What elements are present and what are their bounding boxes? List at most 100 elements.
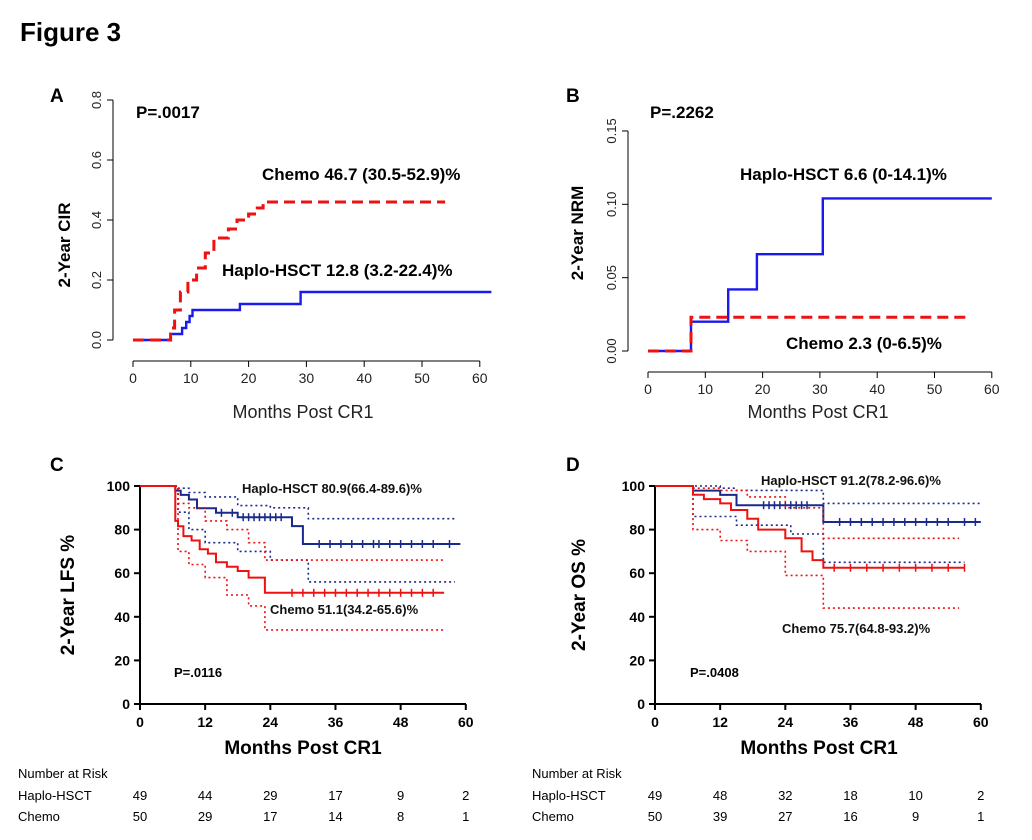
- panel-c-x-tick-label: 60: [458, 714, 474, 730]
- risk-table-d-cell: 9: [912, 809, 919, 824]
- risk-table-d-chemo-label: Chemo: [532, 809, 574, 824]
- panel-d-series-haplo-hsct: [655, 485, 981, 523]
- panel-b-x-tick-label: 0: [644, 381, 652, 397]
- panel-d-y-tick-label: 20: [629, 652, 645, 668]
- panel-b-ylabel: 2-Year NRM: [568, 186, 587, 280]
- panel-b-x-tick-label: 20: [755, 381, 771, 397]
- panel-c-chemo-annotation: Chemo 51.1(34.2-65.6)%: [270, 602, 419, 617]
- risk-table-d-cell: 50: [648, 809, 662, 824]
- panel-c-pvalue: P=.0116: [174, 665, 222, 680]
- risk-table-d-cell: 16: [843, 809, 857, 824]
- panel-b-y-tick-label: 0.00: [604, 338, 619, 363]
- panel-b-pvalue: P=.2262: [650, 103, 714, 122]
- risk-table-c-cell: 1: [462, 809, 469, 824]
- figure-title: Figure 3: [20, 17, 121, 47]
- panel-a-y-tick-label: 0.8: [89, 91, 104, 109]
- panel-c-x-tick-label: 0: [136, 714, 144, 730]
- risk-table-c-values: 49 44 29 17 9 2 50 29 17 14 8 1: [133, 788, 470, 824]
- panel-a-ylabel: 2-Year CIR: [55, 202, 74, 287]
- risk-table-d-cell: 18: [843, 788, 857, 803]
- panel-d-y-tick-label: 80: [629, 522, 645, 538]
- risk-table-d: Number at Risk Haplo-HSCT Chemo 49 48 32 18…: [532, 766, 984, 824]
- panel-d-y-tick-label: 60: [629, 565, 645, 581]
- panel-c-x-tick-label: 48: [393, 714, 409, 730]
- panel-a-x-tick-label: 10: [183, 370, 199, 386]
- panel-b-y-tick-label: 0.15: [604, 118, 619, 143]
- panel-c-y-tick-label: 80: [114, 522, 130, 538]
- risk-table-c-cell: 29: [198, 809, 212, 824]
- risk-table-d-cell: 2: [977, 788, 984, 803]
- panel-b-letter: B: [566, 86, 580, 107]
- risk-table-c-cell: 44: [198, 788, 212, 803]
- panel-b-x-tick-label: 10: [698, 381, 714, 397]
- risk-table-d-haplo-label: Haplo-HSCT: [532, 788, 606, 803]
- risk-table-c-cell: 8: [397, 809, 404, 824]
- panel-d-x-tick-label: 60: [973, 714, 989, 730]
- panel-a-y-tick-label: 0.4: [89, 211, 104, 229]
- panel-a-x-tick-label: 30: [299, 370, 315, 386]
- risk-table-d-cell: 10: [908, 788, 922, 803]
- panel-c-axes: 0 12 24 36 48 60 0 20 40 60 80 100: [107, 478, 474, 730]
- panel-b-series-chemo: [648, 315, 969, 353]
- risk-table-c-cell: 2: [462, 788, 469, 803]
- risk-table-d-values: 49 48 32 18 10 2 50 39 27 16 9 1: [648, 788, 985, 824]
- panel-a-x-tick-label: 0: [129, 370, 137, 386]
- panel-d-haplo-annotation: Haplo-HSCT 91.2(78.2-96.6)%: [761, 473, 941, 488]
- panel-b-axes: 0 10 20 30 40 50 60 0.00 0.05 0.10 0.15: [604, 118, 1000, 397]
- panel-c-letter: C: [50, 455, 64, 476]
- panel-d-ylabel: 2-Year OS %: [569, 539, 590, 651]
- panel-a: A 0 10 20 30 40 50 60 0.0 0.2 0.4 0.6 0.8 Months Po…: [50, 86, 492, 422]
- panel-d-y-tick-label: 40: [629, 609, 645, 625]
- panel-b-x-tick-label: 60: [984, 381, 1000, 397]
- panel-a-x-tick-label: 60: [472, 370, 488, 386]
- risk-table-d-cell: 32: [778, 788, 792, 803]
- panel-d-series-chemo-ci-upper: [655, 485, 960, 540]
- panel-d-chemo-annotation: Chemo 75.7(64.8-93.2)%: [782, 621, 931, 636]
- risk-table-c-cell: 14: [328, 809, 342, 824]
- panel-a-series: [133, 200, 492, 342]
- panel-a-letter: A: [50, 86, 64, 107]
- panel-d-y-tick-label: 100: [622, 478, 646, 494]
- risk-table-c-chemo-label: Chemo: [18, 809, 60, 824]
- panel-c-y-tick-label: 40: [114, 609, 130, 625]
- panel-a-x-tick-label: 20: [241, 370, 257, 386]
- panel-d: D 0 12 24 36 48 60 0 20 40 60 80 100 Months Post CR…: [566, 455, 989, 759]
- panel-b-xlabel: Months Post CR1: [747, 402, 888, 422]
- panel-b-series: [648, 197, 992, 353]
- panel-c-series-chemo-ci-upper: [140, 485, 445, 561]
- panel-a-pvalue: P=.0017: [136, 103, 200, 122]
- panel-a-series-chemo: [133, 200, 446, 342]
- panel-d-x-tick-label: 12: [712, 714, 728, 730]
- panel-b-y-tick-label: 0.10: [604, 192, 619, 217]
- panel-b-chemo-annotation: Chemo 2.3 (0-6.5)%: [786, 334, 942, 353]
- panel-c-y-tick-label: 0: [122, 696, 130, 712]
- panel-c-x-tick-label: 24: [263, 714, 279, 730]
- panel-c: C 0 12 24 36 48 60 0 20 40 60 80 100 Months Post CR…: [50, 455, 474, 759]
- panel-a-x-tick-label: 40: [356, 370, 372, 386]
- risk-table-c-cell: 49: [133, 788, 147, 803]
- panel-c-series-haplo-hsct: [140, 485, 461, 545]
- risk-table-c: Number at Risk Haplo-HSCT Chemo 49 44 29 17…: [18, 766, 469, 824]
- risk-table-d-cell: 49: [648, 788, 662, 803]
- panel-a-axes: 0 10 20 30 40 50 60 0.0 0.2 0.4 0.6 0.8: [89, 91, 488, 386]
- risk-table-c-cell: 50: [133, 809, 147, 824]
- panel-a-x-tick-label: 50: [414, 370, 430, 386]
- panel-a-xlabel: Months Post CR1: [232, 402, 373, 422]
- panel-b-haplo-annotation: Haplo-HSCT 6.6 (0-14.1)%: [740, 165, 947, 184]
- panel-c-series-haplo-hsct-ci-lower: [140, 485, 455, 583]
- panel-a-y-tick-label: 0.6: [89, 151, 104, 169]
- panel-b-x-tick-label: 40: [869, 381, 885, 397]
- panel-d-x-tick-label: 48: [908, 714, 924, 730]
- panel-d-letter: D: [566, 455, 580, 476]
- panel-d-x-tick-label: 24: [778, 714, 794, 730]
- panel-b-x-tick-label: 30: [812, 381, 828, 397]
- panel-d-series: [655, 485, 981, 609]
- panel-d-axes: 0 12 24 36 48 60 0 20 40 60 80 100: [622, 478, 989, 730]
- panel-a-y-tick-label: 0.0: [89, 331, 104, 349]
- panel-d-y-tick-label: 0: [637, 696, 645, 712]
- panel-c-xlabel: Months Post CR1: [224, 738, 382, 759]
- panel-c-x-tick-label: 12: [197, 714, 213, 730]
- panel-c-series: [140, 485, 461, 631]
- panel-c-ylabel: 2-Year LFS %: [58, 535, 79, 655]
- panel-a-haplo-annotation: Haplo-HSCT 12.8 (3.2-22.4)%: [222, 261, 453, 280]
